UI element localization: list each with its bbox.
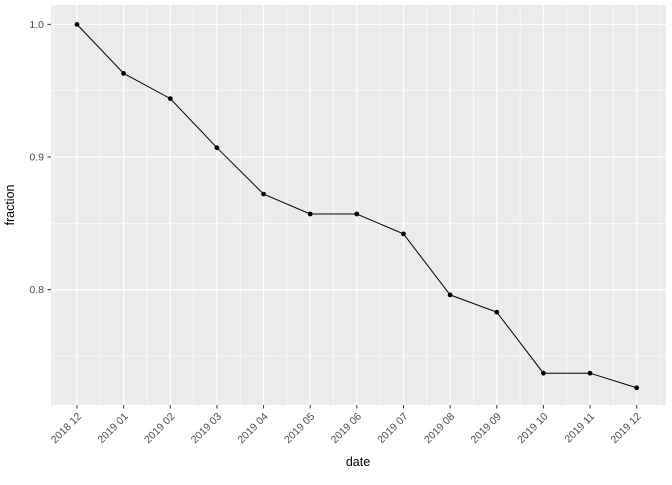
x-axis-title: date [346,455,370,469]
data-point [214,145,220,151]
data-point [587,370,593,376]
data-point [447,292,453,298]
y-tick-label: 1.0 [29,19,44,31]
x-tick-label: 2019 02 [142,411,177,446]
x-tick-label: 2019 05 [282,411,317,446]
x-tick-label: 2019 08 [422,411,457,446]
data-point [261,191,266,197]
data-point [401,231,406,237]
x-tick-label: 2019 12 [608,411,643,446]
plot-panel: 1.0 0.9 0.8 2018 12 2019 01 2019 02 2019 03 201… [29,5,666,446]
data-point [354,211,360,217]
data-point [307,211,313,217]
x-tick-label: 2019 04 [235,411,270,446]
x-tick-label: 2019 06 [329,411,364,446]
x-tick-label: 2019 01 [95,411,130,446]
x-tick-label: 2019 03 [189,411,224,446]
data-point [74,22,80,27]
y-tick-label: 0.8 [29,284,44,296]
panel-background [51,5,666,405]
data-point [121,71,126,76]
x-tick-label: 2019 10 [515,411,550,446]
data-point [167,96,173,101]
data-point [494,309,500,315]
y-tick-label: 0.9 [29,151,44,163]
y-axis-title: fraction [3,184,17,225]
x-tick-label: 2018 12 [49,411,84,446]
data-point [634,385,640,391]
x-tick-label: 2019 09 [469,411,504,446]
x-tick-label: 2019 07 [375,411,410,446]
x-tick-label: 2019 11 [562,411,597,446]
data-point [541,370,546,376]
